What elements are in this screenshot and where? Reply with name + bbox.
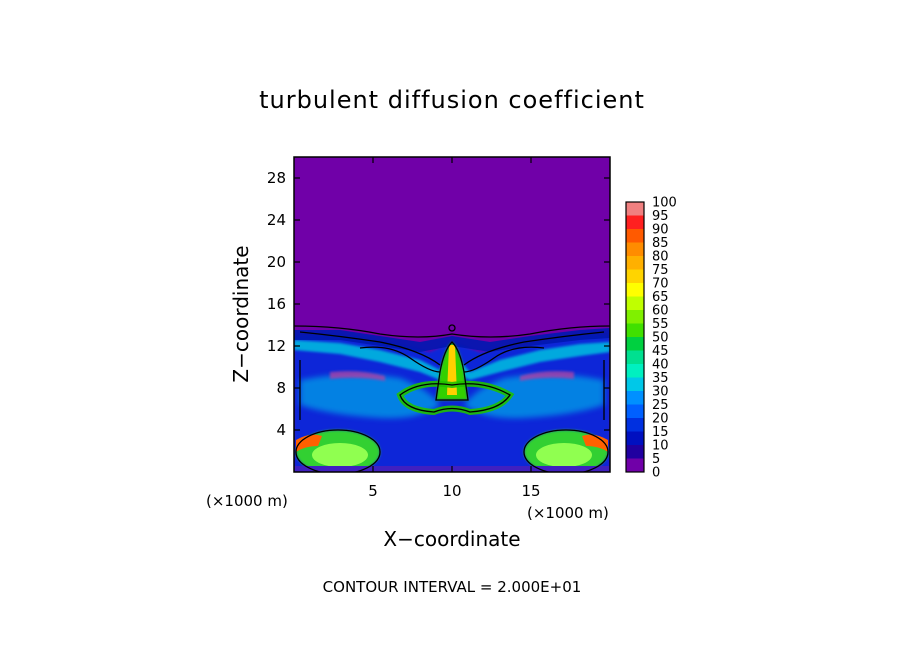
colorbar-label: 5 <box>652 452 660 467</box>
colorbar-swatch <box>626 256 644 270</box>
colorbar-label: 85 <box>652 236 669 251</box>
contour-interval-note: CONTOUR INTERVAL = 2.000E+01 <box>322 578 582 596</box>
colorbar-label: 45 <box>652 344 669 359</box>
colorbar-swatch <box>626 350 644 365</box>
colorbar-label: 30 <box>652 385 669 400</box>
colorbar-label: 40 <box>652 358 669 373</box>
y-axis-unit: (×1000 m) <box>206 492 288 510</box>
y-tick-label: 16 <box>267 295 286 313</box>
upper-edge-band <box>294 328 610 352</box>
colorbar-label: 90 <box>652 223 669 238</box>
colorbar-swatch <box>626 202 644 216</box>
contour-lines <box>294 324 610 472</box>
colorbar-label: 60 <box>652 304 669 319</box>
colorbar-swatch <box>626 323 644 338</box>
colorbar-swatch <box>626 337 644 351</box>
bottom-left-core <box>312 443 368 467</box>
y-tick-label: 12 <box>267 337 286 355</box>
mid-cyan-lobes <box>300 374 604 419</box>
y-tick-label: 28 <box>267 169 286 187</box>
x-tick-label: 15 <box>521 482 540 500</box>
colorbar-label: 70 <box>652 277 669 292</box>
colorbar-label: 15 <box>652 425 669 440</box>
colorbar: 1009590858075706560555045403530252015105… <box>625 196 677 481</box>
heatmap-field <box>294 157 610 472</box>
y-axis: 4 8 12 16 20 24 28 <box>267 169 610 439</box>
bottom-right-warm <box>582 434 608 452</box>
bottom-left-warm <box>296 434 322 452</box>
y-axis-label: Z−coordinate <box>229 245 253 382</box>
colorbar-swatch <box>626 391 644 405</box>
colorbar-label: 55 <box>652 317 669 332</box>
colorbar-swatch <box>626 269 644 284</box>
x-tick-label: 5 <box>368 482 378 500</box>
colorbar-label: 10 <box>652 439 669 454</box>
colorbar-swatch <box>626 431 644 446</box>
y-tick-label: 20 <box>267 253 286 271</box>
colorbar-swatch <box>626 229 644 243</box>
colorbar-label: 25 <box>652 398 669 413</box>
bottom-right-core <box>536 443 592 467</box>
x-axis-label: X−coordinate <box>383 527 520 551</box>
colorbar-swatch <box>626 364 644 378</box>
blue-layer <box>294 334 610 472</box>
colorbar-swatch <box>626 418 644 432</box>
colorbar-swatch <box>626 296 644 311</box>
colorbar-label: 75 <box>652 263 669 278</box>
x-axis: 5 10 15 <box>368 157 541 500</box>
colorbar-frame <box>625 201 645 473</box>
x-axis-unit: (×1000 m) <box>527 504 609 522</box>
colorbar-swatch <box>626 404 644 419</box>
colorbar-label: 35 <box>652 371 669 386</box>
colorbar-swatch <box>626 458 644 473</box>
colorbar-label: 65 <box>652 290 669 305</box>
colorbar-label: 20 <box>652 412 669 427</box>
colorbar-label: 50 <box>652 331 669 346</box>
magenta-stripe <box>330 371 574 381</box>
colorbar-swatch <box>626 215 644 230</box>
x-tick-label: 10 <box>442 482 461 500</box>
colorbar-label: 80 <box>652 250 669 265</box>
colorbar-swatch <box>626 242 644 257</box>
colorbar-label: 100 <box>652 196 677 211</box>
y-tick-label: 4 <box>276 421 286 439</box>
y-tick-label: 24 <box>267 211 286 229</box>
colorbar-swatch <box>626 377 644 392</box>
colorbar-swatch <box>626 283 644 297</box>
y-tick-label: 8 <box>276 379 286 397</box>
colorbar-label: 95 <box>652 209 669 224</box>
chart-title: turbulent diffusion coefficient <box>259 86 645 114</box>
colorbar-swatch <box>626 445 644 459</box>
colorbar-swatch <box>626 310 644 324</box>
colorbar-label: 0 <box>652 466 660 481</box>
